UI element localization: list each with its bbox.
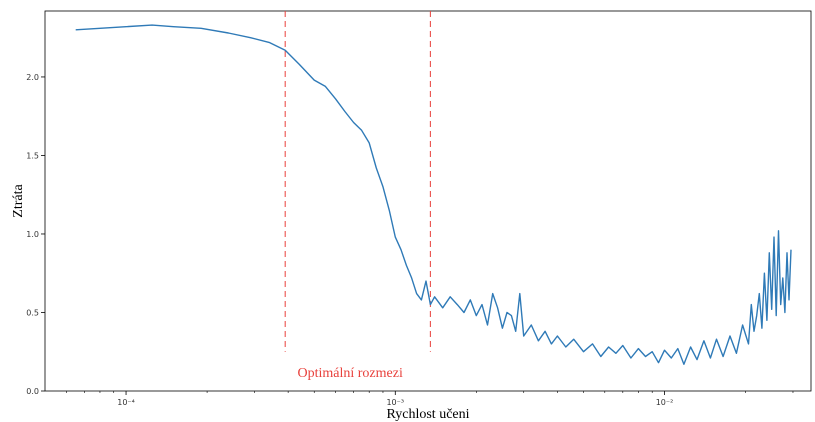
y-tick-label-3: 1.5 [26,151,39,160]
x-tick-label-0: 10⁻⁴ [117,398,135,407]
plot-area-frame [44,10,812,392]
y-axis-ticks: 0.0 0.5 1.0 1.5 2.0 [26,73,45,396]
y-tick-label-4: 2.0 [26,73,39,82]
y-axis-label: Ztráta [11,184,26,218]
x-tick-label-1: 10⁻³ [386,398,404,407]
y-tick-label-0: 0.0 [26,387,39,396]
optimal-range-lines [284,11,431,352]
y-tick-label-1: 0.5 [26,308,39,317]
x-tick-label-2: 10⁻² [656,398,674,407]
x-axis-label: Rychlost učeni [386,407,469,422]
optimal-range-annotation: Optimální rozmezi [298,366,403,381]
y-tick-label-2: 1.0 [26,230,39,239]
x-axis-ticks: 10⁻⁴ 10⁻³ 10⁻² [66,391,794,407]
loss-series-line [75,24,792,365]
